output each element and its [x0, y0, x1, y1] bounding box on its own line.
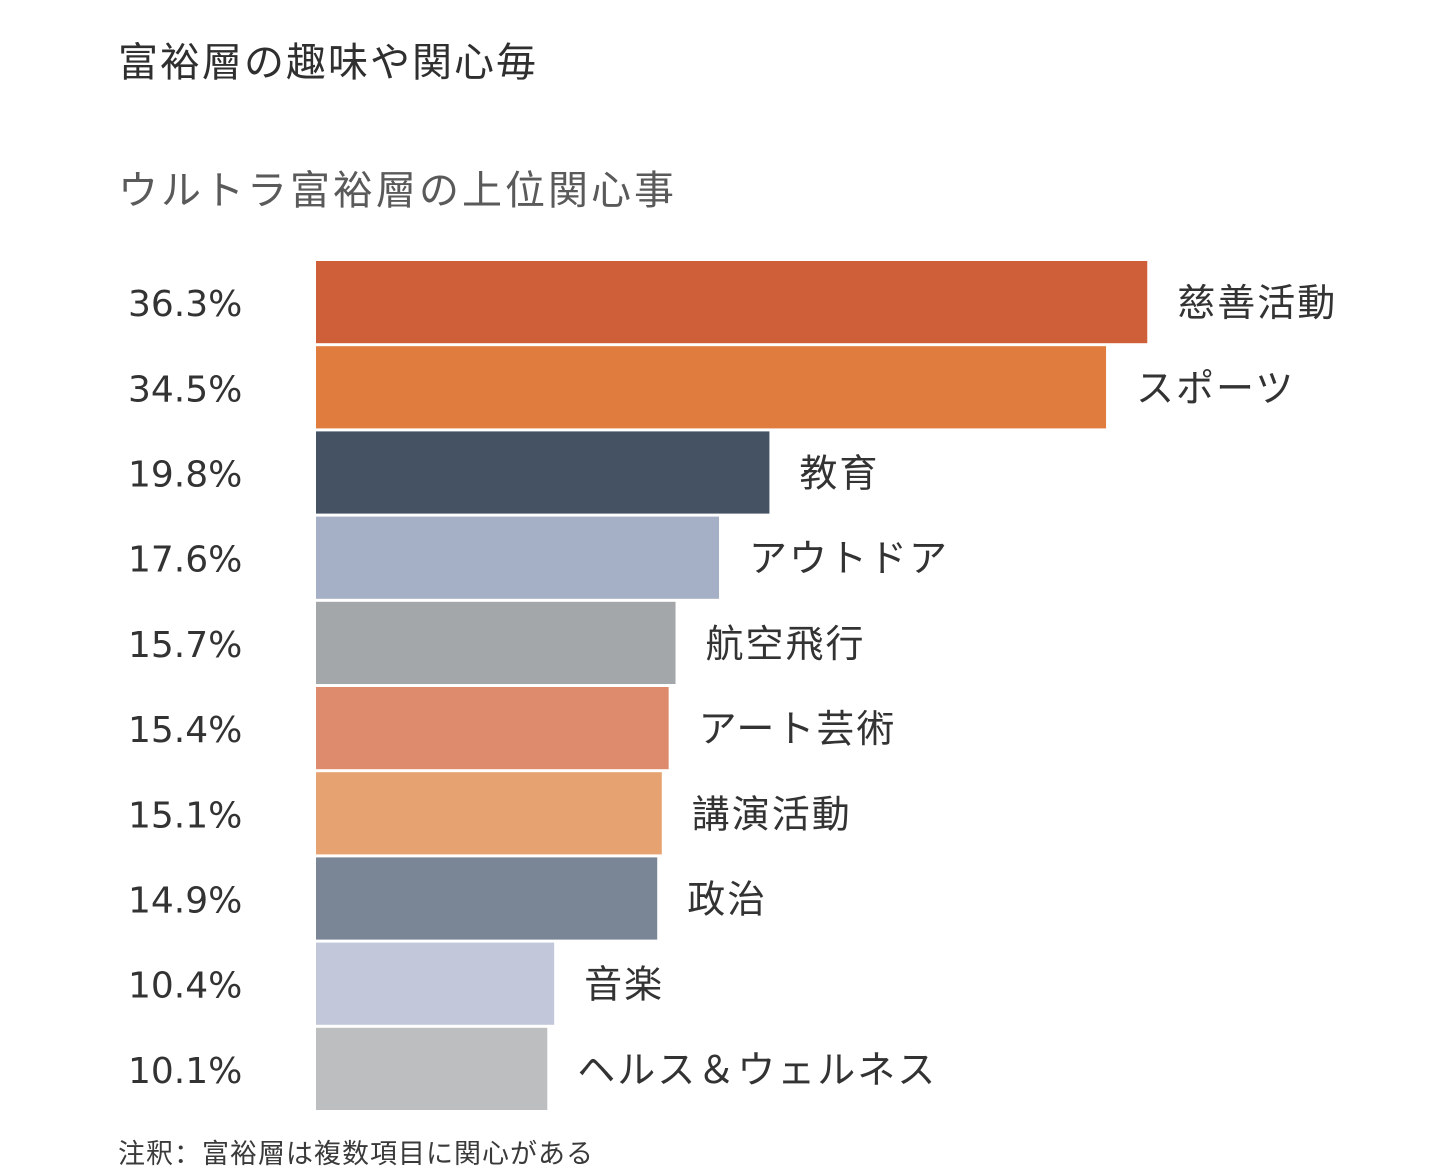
bar-5	[316, 601, 676, 684]
bar-1	[316, 261, 1148, 344]
value-label: 19.8%	[128, 455, 242, 496]
value-label: 10.1%	[128, 1051, 242, 1092]
category-label: 航空飛行	[706, 622, 866, 666]
bar-8	[316, 857, 658, 940]
category-label: 教育	[799, 452, 879, 496]
value-label: 15.4%	[128, 710, 242, 751]
category-label: 講演活動	[692, 792, 852, 836]
footnote: 注釈：富裕層は複数項目に関心がある	[118, 1139, 594, 1170]
value-label: 15.7%	[128, 625, 242, 666]
value-label: 15.1%	[128, 795, 242, 836]
bar-3	[316, 431, 770, 514]
bar-4	[316, 516, 720, 599]
value-label: 10.4%	[128, 966, 242, 1007]
value-label: 36.3%	[128, 284, 242, 325]
chart-title: ウルトラ富裕層の上位関心事	[118, 168, 677, 214]
category-label: アート芸術	[699, 707, 897, 751]
bar-9	[316, 942, 555, 1025]
category-label: 音楽	[584, 963, 664, 1007]
category-label: 慈善活動	[1177, 281, 1337, 325]
category-label: 政治	[687, 878, 767, 922]
bar-7	[316, 772, 662, 855]
bar-6	[316, 687, 669, 770]
page-title: 富裕層の趣味や関心毎	[118, 40, 538, 86]
value-label: 34.5%	[128, 369, 242, 410]
category-label: ヘルス＆ウェルネス	[577, 1048, 937, 1092]
bar-10	[316, 1027, 548, 1110]
category-label: アウトドア	[749, 537, 949, 581]
value-label: 17.6%	[128, 540, 242, 581]
bar-2	[316, 346, 1107, 429]
value-label: 14.9%	[128, 881, 242, 922]
category-label: スポーツ	[1136, 366, 1295, 410]
